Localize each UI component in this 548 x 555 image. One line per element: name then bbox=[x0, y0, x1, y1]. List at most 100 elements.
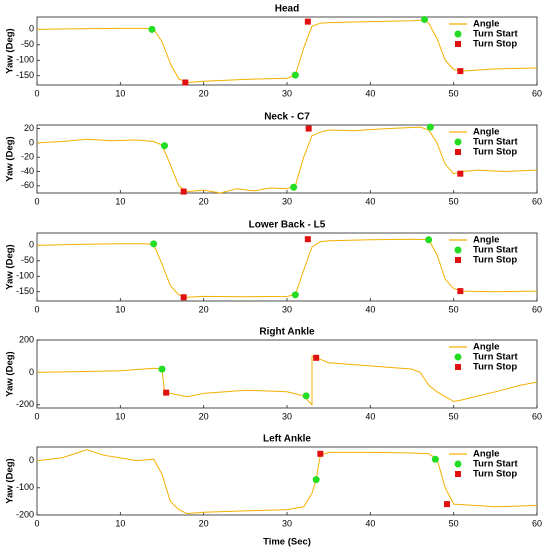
y-tick-label: 20 bbox=[24, 123, 34, 133]
y-tick-label: 0 bbox=[29, 367, 34, 377]
y-tick-label: -50 bbox=[21, 39, 34, 49]
turn-start-marker bbox=[161, 142, 168, 150]
legend-label: Turn Stop bbox=[473, 362, 517, 373]
turn-stop-marker bbox=[317, 450, 324, 457]
x-tick-label: 10 bbox=[115, 88, 125, 98]
plot-area bbox=[36, 124, 538, 194]
x-tick-label: 60 bbox=[532, 304, 542, 314]
turn-stop-marker bbox=[304, 236, 311, 243]
x-tick-label: 40 bbox=[365, 196, 375, 206]
turn-stop-marker bbox=[444, 501, 450, 508]
y-tick-label: -150 bbox=[16, 70, 34, 80]
x-tick-label: 60 bbox=[532, 411, 542, 421]
turn-stop-marker bbox=[304, 18, 311, 25]
legend-swatch bbox=[454, 460, 462, 468]
turn-start-marker bbox=[158, 365, 166, 373]
legend-swatch bbox=[454, 30, 462, 38]
x-tick-label: 0 bbox=[34, 411, 39, 421]
legend-label: Turn Start bbox=[473, 459, 519, 470]
turn-stop-marker bbox=[457, 288, 464, 295]
legend-swatch bbox=[455, 257, 461, 263]
turn-stop-marker bbox=[457, 170, 464, 177]
angle-line bbox=[36, 355, 538, 407]
x-tick-label: 50 bbox=[449, 196, 459, 206]
x-tick-label: 10 bbox=[115, 304, 125, 314]
legend-label: Turn Stop bbox=[473, 39, 517, 50]
y-tick-label: 200 bbox=[19, 334, 34, 344]
x-tick-label: 40 bbox=[365, 411, 375, 421]
legend-label: Turn Stop bbox=[473, 147, 517, 158]
legend-swatch bbox=[454, 246, 462, 254]
x-tick-label: 30 bbox=[282, 304, 292, 314]
legend-label: Angle bbox=[473, 235, 499, 246]
angle-line bbox=[36, 19, 538, 84]
x-tick-label: 40 bbox=[365, 88, 375, 98]
x-tick-label: 60 bbox=[532, 518, 542, 528]
y-axis-label: Yaw (Deg) bbox=[5, 28, 16, 73]
x-tick-label: 30 bbox=[282, 88, 292, 98]
turn-start-marker bbox=[291, 291, 299, 299]
x-tick-label: 0 bbox=[34, 518, 39, 528]
chart-title: Head bbox=[275, 4, 299, 15]
turn-stop-marker bbox=[180, 188, 187, 195]
legend-label: Angle bbox=[473, 19, 499, 30]
legend-swatch bbox=[455, 364, 461, 370]
x-tick-label: 20 bbox=[199, 304, 209, 314]
x-tick-label: 50 bbox=[449, 411, 459, 421]
y-tick-label: 0 bbox=[29, 455, 34, 465]
y-tick-label: -60 bbox=[21, 180, 34, 190]
x-tick-label: 50 bbox=[449, 518, 459, 528]
angle-line bbox=[36, 238, 538, 298]
turn-start-marker bbox=[150, 240, 158, 248]
y-tick-label: -20 bbox=[21, 152, 34, 162]
x-tick-label: 30 bbox=[282, 411, 292, 421]
legend-label: Turn Stop bbox=[473, 469, 517, 480]
turn-stop-marker bbox=[313, 354, 320, 361]
chart-title: Neck - C7 bbox=[264, 112, 310, 123]
turn-start-marker bbox=[291, 71, 299, 79]
legend-label: Turn Start bbox=[473, 352, 519, 363]
legend-swatch bbox=[454, 138, 462, 146]
legend-swatch bbox=[454, 353, 462, 361]
turn-start-marker bbox=[431, 455, 439, 463]
legend-swatch bbox=[455, 41, 461, 47]
chart-title: Lower Back - L5 bbox=[249, 220, 326, 231]
y-tick-label: -100 bbox=[16, 482, 34, 492]
legend-swatch bbox=[455, 471, 461, 477]
x-tick-label: 30 bbox=[282, 196, 292, 206]
turn-start-marker bbox=[302, 392, 310, 400]
x-tick-label: 0 bbox=[34, 196, 39, 206]
x-tick-label: 40 bbox=[365, 304, 375, 314]
turn-start-marker bbox=[290, 183, 298, 191]
y-axis-label: Yaw (Deg) bbox=[5, 351, 16, 396]
turn-start-marker bbox=[426, 123, 434, 131]
y-tick-label: -100 bbox=[16, 55, 34, 65]
y-tick-label: -200 bbox=[16, 399, 34, 409]
y-axis-label: Yaw (Deg) bbox=[5, 458, 16, 503]
y-axis-label: Yaw (Deg) bbox=[5, 244, 16, 289]
turn-stop-marker bbox=[182, 79, 189, 86]
x-tick-label: 40 bbox=[365, 518, 375, 528]
plot-area bbox=[36, 16, 538, 86]
turn-start-marker bbox=[312, 476, 320, 484]
x-tick-label: 10 bbox=[115, 196, 125, 206]
x-tick-label: 20 bbox=[199, 411, 209, 421]
angle-line bbox=[36, 449, 538, 515]
x-tick-label: 20 bbox=[199, 196, 209, 206]
legend-label: Turn Stop bbox=[473, 255, 517, 266]
turn-stop-marker bbox=[457, 68, 464, 75]
plot-area bbox=[36, 232, 538, 302]
x-tick-label: 10 bbox=[115, 411, 125, 421]
chart-title: Right Ankle bbox=[259, 327, 315, 338]
y-tick-label: -150 bbox=[16, 286, 34, 296]
turn-start-marker bbox=[425, 236, 433, 244]
y-tick-label: 0 bbox=[29, 137, 34, 147]
x-tick-label: 50 bbox=[449, 304, 459, 314]
turn-start-marker bbox=[148, 25, 156, 33]
x-tick-label: 20 bbox=[199, 518, 209, 528]
turn-stop-marker bbox=[163, 389, 170, 396]
y-tick-label: -50 bbox=[21, 255, 34, 265]
x-tick-label: 30 bbox=[282, 518, 292, 528]
y-tick-label: -40 bbox=[21, 166, 34, 176]
